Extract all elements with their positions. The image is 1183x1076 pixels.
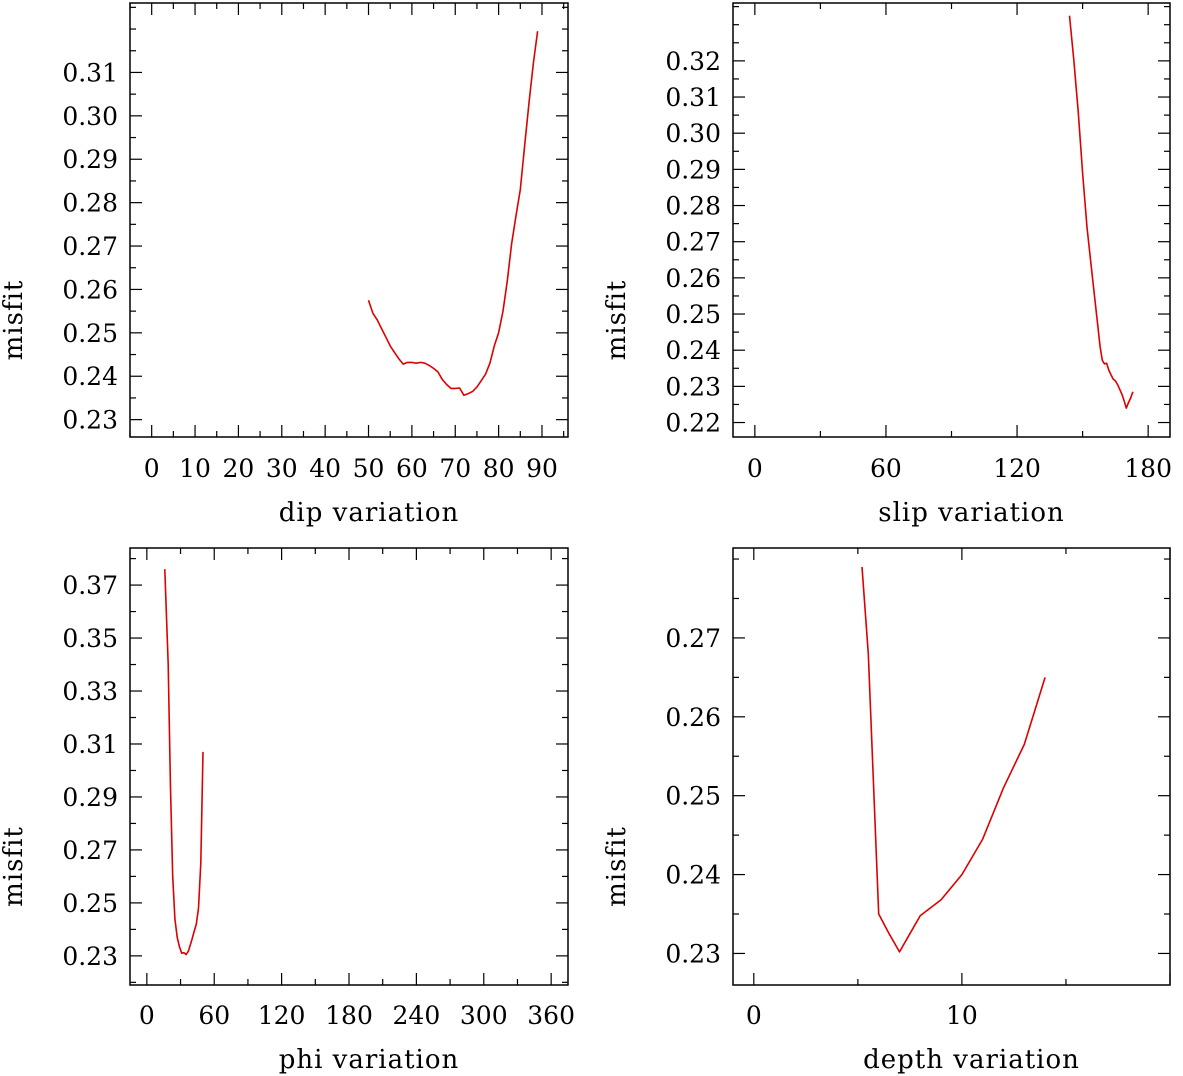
phi-x-tick-label: 60: [198, 1001, 230, 1030]
slip-y-axis-label: misfit: [602, 280, 632, 361]
phi-y-tick-label: 0.37: [62, 571, 118, 600]
slip-plot-frame: [732, 2, 1171, 438]
phi-y-tick-label: 0.27: [62, 836, 118, 865]
slip-y-tick-label: 0.27: [665, 228, 721, 257]
slip-x-tick-label: 60: [870, 454, 902, 483]
phi-x-axis-label: phi variation: [279, 1045, 460, 1075]
phi-panel: 0 60 120 180 240 300 360 0.23 0.25 0.27 0.29 0.31 0.…: [0, 547, 575, 1075]
phi-x-tick-label: 180: [325, 1001, 373, 1030]
phi-y-tick-label: 0.23: [62, 942, 118, 971]
phi-x-tick-label: 0: [139, 1001, 155, 1030]
slip-y-tick-label: 0.24: [665, 336, 721, 365]
dip-x-tick-label: 70: [439, 454, 471, 483]
phi-misfit-line: [164, 569, 204, 956]
slip-y-tick-label: 0.22: [665, 409, 721, 438]
depth-x-tick-label: 10: [946, 1001, 978, 1030]
dip-y-tick-label: 0.28: [62, 189, 118, 218]
phi-plot-frame: [129, 547, 569, 986]
dip-y-tick-label: 0.26: [62, 275, 118, 304]
dip-x-tick-label: 90: [526, 454, 558, 483]
phi-y-tick-label: 0.25: [62, 889, 118, 918]
depth-y-tick-label: 0.25: [665, 782, 721, 811]
depth-y-tick-label: 0.26: [665, 703, 721, 732]
dip-panel: 0 10 20 30 40 50 60 70 80 90 0.23 0.24 0.25 0.26 0.27 0…: [0, 2, 569, 528]
phi-y-axis-label: misfit: [0, 826, 29, 907]
slip-y-tick-label: 0.31: [665, 83, 721, 112]
phi-y-tick-label: 0.35: [62, 624, 118, 653]
depth-y-tick-label: 0.23: [665, 939, 721, 968]
depth-x-axis-label: depth variation: [863, 1045, 1080, 1075]
dip-y-axis-label: misfit: [0, 280, 29, 361]
dip-x-tick-label: 80: [483, 454, 515, 483]
slip-y-tick-label: 0.26: [665, 264, 721, 293]
slip-y-tick-label: 0.32: [665, 47, 721, 76]
phi-x-tick-label: 240: [393, 1001, 441, 1030]
phi-x-tick-label: 360: [527, 1001, 575, 1030]
phi-y-tick-label: 0.29: [62, 783, 118, 812]
slip-panel: 0 60 120 180 0.22 0.23 0.24 0.25 0.26 0.27 0.28 0.2…: [602, 2, 1172, 528]
slip-x-tick-label: 120: [993, 454, 1041, 483]
dip-x-tick-label: 60: [396, 454, 428, 483]
slip-y-tick-label: 0.30: [665, 119, 721, 148]
dip-x-axis-label: dip variation: [279, 498, 459, 528]
dip-y-tick-label: 0.29: [62, 145, 118, 174]
dip-y-tick-label: 0.23: [62, 406, 118, 435]
slip-x-axis-label: slip variation: [878, 498, 1064, 528]
slip-misfit-line: [1068, 15, 1134, 409]
phi-x-tick-label: 120: [258, 1001, 306, 1030]
depth-plot-frame: [732, 547, 1171, 986]
phi-x-tick-label: 300: [460, 1001, 508, 1030]
dip-y-tick-label: 0.31: [62, 58, 118, 87]
phi-y-tick-label: 0.33: [62, 677, 118, 706]
slip-y-tick-label: 0.23: [665, 372, 721, 401]
slip-x-tick-label: 0: [747, 454, 763, 483]
dip-misfit-line: [367, 31, 539, 397]
depth-x-tick-label: 0: [746, 1001, 762, 1030]
dip-x-tick-label: 30: [266, 454, 298, 483]
depth-y-tick-label: 0.27: [665, 624, 721, 653]
dip-x-tick-label: 50: [353, 454, 385, 483]
depth-panel: 0 10 0.23 0.24 0.25 0.26 0.27 depth variation mi…: [602, 547, 1171, 1075]
dip-y-tick-label: 0.30: [62, 102, 118, 131]
dip-y-tick-label: 0.24: [62, 362, 118, 391]
phi-y-tick-label: 0.31: [62, 730, 118, 759]
slip-y-tick-label: 0.29: [665, 155, 721, 184]
dip-plot-frame: [129, 2, 569, 438]
dip-x-tick-label: 20: [223, 454, 255, 483]
dip-x-tick-label: 0: [144, 454, 160, 483]
dip-x-tick-label: 10: [179, 454, 211, 483]
dip-y-tick-label: 0.27: [62, 232, 118, 261]
depth-y-axis-label: misfit: [602, 826, 632, 907]
slip-y-tick-label: 0.25: [665, 300, 721, 329]
dip-y-tick-label: 0.25: [62, 319, 118, 348]
depth-y-tick-label: 0.24: [665, 861, 721, 890]
slip-x-tick-label: 180: [1124, 454, 1172, 483]
slip-y-tick-label: 0.28: [665, 192, 721, 221]
dip-x-tick-label: 40: [309, 454, 341, 483]
depth-misfit-line: [861, 566, 1046, 953]
